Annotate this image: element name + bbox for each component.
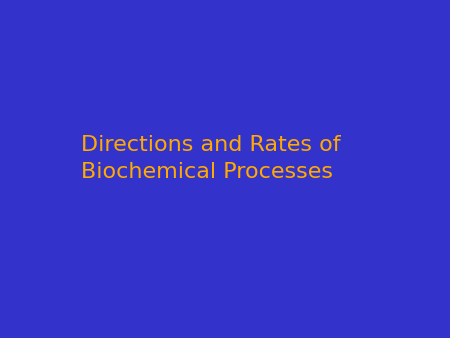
Text: Directions and Rates of
Biochemical Processes: Directions and Rates of Biochemical Proc… [81,135,341,183]
